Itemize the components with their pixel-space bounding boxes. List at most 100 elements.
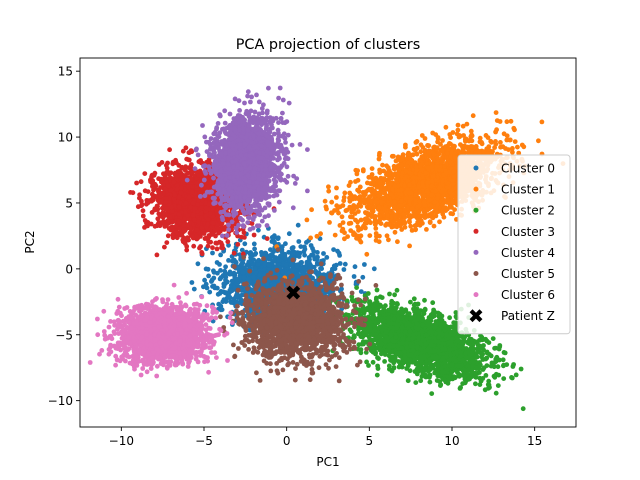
scatter-point: [424, 188, 430, 194]
scatter-point: [226, 242, 231, 248]
scatter-point: [406, 190, 412, 196]
scatter-point: [451, 169, 457, 174]
scatter-point: [337, 204, 343, 210]
scatter-point: [425, 180, 431, 186]
scatter-point: [308, 235, 313, 241]
scatter-point: [253, 270, 259, 276]
scatter-point: [234, 299, 240, 305]
scatter-point: [332, 232, 338, 238]
scatter-point: [376, 193, 382, 199]
scatter-point: [512, 139, 518, 145]
scatter-point: [430, 215, 436, 221]
scatter-point: [223, 264, 229, 270]
scatter-point: [408, 223, 414, 229]
scatter-point: [498, 144, 503, 150]
scatter-point: [218, 268, 223, 273]
scatter-point: [341, 267, 347, 272]
scatter-point: [393, 213, 398, 219]
scatter-point: [395, 154, 401, 160]
chart-title: PCA projection of clusters: [236, 37, 420, 53]
scatter-point: [337, 223, 343, 228]
scatter-point: [331, 247, 336, 253]
scatter-point: [364, 251, 370, 257]
scatter-point: [261, 267, 267, 272]
scatter-point: [397, 208, 403, 214]
scatter-point: [497, 119, 503, 124]
scatter-point: [226, 258, 231, 263]
scatter-point: [355, 177, 361, 183]
scatter-point: [289, 246, 295, 251]
scatter-point: [239, 261, 245, 267]
scatter-point: [451, 174, 457, 180]
scatter-point: [247, 251, 253, 257]
scatter-point: [384, 172, 389, 178]
scatter-point: [421, 208, 427, 214]
scatter-point: [308, 243, 314, 248]
scatter-point: [257, 272, 262, 278]
scatter-point: [504, 137, 510, 143]
scatter-point: [201, 284, 206, 290]
scatter-point: [314, 233, 320, 239]
scatter-point: [441, 214, 447, 220]
scatter-point: [492, 359, 498, 365]
scatter-point: [210, 250, 215, 256]
scatter-point: [468, 128, 474, 134]
scatter-point: [251, 257, 256, 263]
scatter-point: [313, 278, 318, 284]
scatter-point: [404, 164, 410, 169]
scatter-point: [411, 302, 417, 308]
scatter-point: [334, 185, 339, 191]
scatter-point: [266, 263, 272, 268]
scatter-point: [354, 285, 359, 290]
scatter-point: [244, 262, 250, 268]
scatter-point: [326, 188, 332, 194]
scatter-point: [351, 274, 357, 279]
scatter-point: [314, 256, 320, 262]
scatter-point: [238, 297, 244, 303]
scatter-point: [463, 138, 468, 144]
scatter-point: [504, 119, 510, 125]
scatter-point: [218, 303, 224, 309]
scatter-point: [365, 291, 371, 296]
scatter-point: [417, 199, 422, 204]
scatter-point: [228, 300, 234, 305]
scatter-point: [399, 162, 404, 168]
scatter-point: [414, 139, 420, 144]
scatter-point: [402, 220, 408, 226]
scatter-point: [392, 229, 398, 235]
scatter-point: [461, 149, 466, 155]
scatter-point: [371, 204, 377, 210]
scatter-point: [399, 227, 405, 232]
scatter-point: [422, 193, 427, 199]
scatter-point: [384, 163, 389, 169]
scatter-point: [360, 274, 366, 280]
scatter-point: [492, 345, 497, 351]
scatter-point: [410, 175, 416, 181]
scatter-point: [489, 139, 494, 145]
scatter-point: [327, 220, 332, 225]
scatter-point: [395, 183, 401, 189]
scatter-point: [518, 366, 524, 372]
scatter-point: [271, 257, 277, 263]
scatter-point: [357, 184, 363, 190]
scatter-point: [407, 214, 412, 219]
scatter-point: [481, 149, 487, 155]
scatter-point: [316, 270, 322, 276]
scatter-point: [464, 121, 470, 127]
scatter-point: [477, 135, 483, 141]
scatter-point: [232, 284, 237, 290]
scatter-point: [399, 198, 404, 204]
scatter-point: [240, 269, 246, 275]
scatter-point: [311, 248, 317, 254]
scatter-point: [229, 278, 235, 284]
scatter-point: [418, 163, 423, 169]
scatter-point: [351, 232, 356, 238]
scatter-point: [221, 272, 227, 278]
scatter-point: [227, 294, 233, 300]
scatter-point: [376, 239, 382, 245]
scatter-point: [396, 218, 402, 224]
scatter-point: [288, 262, 294, 268]
scatter-point: [477, 370, 482, 375]
scatter-point: [283, 262, 289, 268]
scatter-point: [388, 202, 394, 207]
